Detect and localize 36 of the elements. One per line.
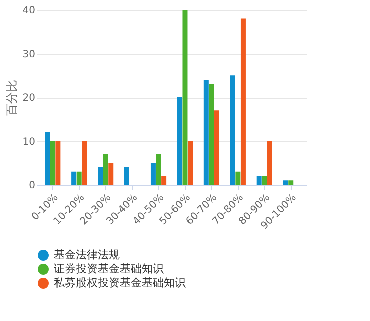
bar	[98, 168, 104, 185]
bar	[76, 172, 82, 185]
bar	[177, 98, 182, 185]
bar	[124, 168, 130, 185]
y-tick-label: 20	[22, 93, 36, 104]
bar	[230, 76, 236, 185]
bar	[108, 163, 114, 185]
legend-label: 基金法律法规	[54, 248, 120, 262]
bar	[267, 141, 272, 185]
bar	[188, 141, 194, 185]
bar	[72, 172, 77, 185]
bar	[162, 176, 167, 185]
bar	[50, 141, 56, 185]
bar	[288, 180, 294, 185]
bar	[82, 141, 88, 185]
bar	[262, 176, 268, 185]
bar	[204, 80, 209, 185]
bar	[283, 180, 288, 185]
bar	[103, 154, 108, 185]
bar	[182, 10, 188, 185]
y-tick-label: 40	[22, 6, 36, 16]
bar	[45, 132, 50, 185]
bar	[56, 141, 61, 185]
y-tick-label: 30	[22, 49, 36, 60]
y-tick-label: 0	[29, 180, 36, 192]
legend-label: 私募股权投资基金基础知识	[54, 276, 186, 290]
bar	[256, 176, 262, 185]
y-axis-title: 百分比	[4, 80, 19, 116]
legend-label: 证券投资基金基础知识	[54, 262, 164, 276]
bar	[214, 110, 220, 185]
bar	[240, 18, 246, 185]
bar	[209, 84, 214, 185]
bar	[156, 154, 162, 185]
bar	[236, 172, 241, 185]
bar	[150, 163, 156, 185]
y-tick-label: 10	[22, 136, 36, 148]
